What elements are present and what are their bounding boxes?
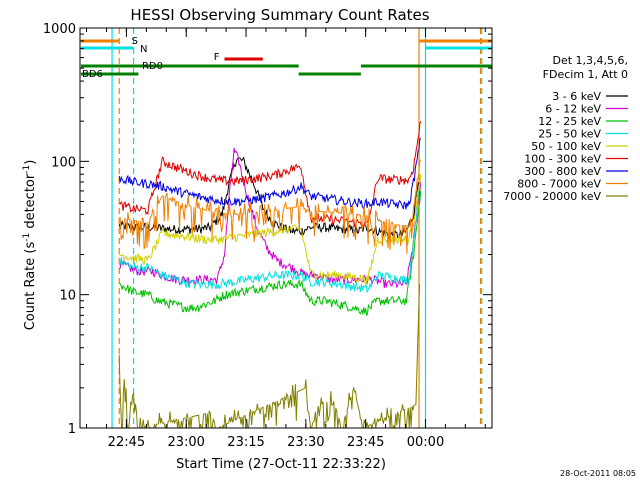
night-label: N [140, 44, 147, 55]
legend: Det 1,3,4,5,6, FDecim 1, Att 0 3 - 6 keV… [503, 54, 628, 203]
x-tick-label: 23:15 [227, 435, 264, 450]
chart-title: HESSI Observing Summary Count Rates [130, 6, 429, 24]
legend-entry-label: 7000 - 20000 keV [503, 190, 601, 203]
series-line [118, 137, 422, 210]
legend-entry-label: 50 - 100 keV [531, 140, 601, 153]
legend-entry-label: 100 - 300 keV [524, 153, 601, 166]
legend-header-line-1: Det 1,3,4,5,6, [552, 54, 628, 67]
legend-entry-label: 12 - 25 keV [538, 115, 601, 128]
series-line [118, 121, 422, 228]
flare-label: F [214, 52, 220, 63]
rd0-label: RD0 [142, 61, 163, 72]
legend-entry-label: 25 - 50 keV [538, 128, 601, 141]
legend-header-line-2: FDecim 1, Att 0 [543, 68, 628, 81]
x-axis-label: Start Time (27-Oct-11 22:33:22) [176, 457, 386, 472]
legend-entry-label: 800 - 7000 keV [517, 178, 601, 191]
series-line [118, 174, 422, 294]
y-tick-label: 1000 [43, 22, 76, 37]
y-axis-label: Count Rate (s-1 detector-1) [22, 160, 38, 331]
series-layer [118, 121, 422, 430]
timestamp-label: 28-Oct-2011 08:05 [560, 469, 636, 478]
bd6-label: BD6 [82, 69, 103, 80]
legend-entry-label: 300 - 800 keV [524, 165, 601, 178]
series-line [118, 284, 420, 430]
x-tick-label: 22:45 [108, 435, 145, 450]
saa-label: S [132, 36, 138, 47]
series-line [118, 174, 422, 286]
x-tick-label: 23:30 [287, 435, 324, 450]
x-tick-label: 23:45 [347, 435, 384, 450]
y-tick-label: 10 [59, 289, 76, 304]
y-tick-label: 100 [51, 155, 76, 170]
state-annotations: SN F RD0 BD6 [80, 28, 492, 428]
y-tick-label: 1 [68, 422, 76, 437]
series-line [119, 159, 422, 254]
legend-entry-label: 3 - 6 keV [552, 90, 601, 103]
axes: 1 10 100 1000 22:45 23:00 23:15 23:30 23:45 00:00 [43, 22, 493, 450]
x-tick-label: 00:00 [407, 435, 444, 450]
series-line [118, 147, 422, 289]
series-line [119, 190, 422, 317]
legend-entry-label: 6 - 12 keV [545, 103, 601, 116]
x-tick-label: 23:00 [167, 435, 204, 450]
